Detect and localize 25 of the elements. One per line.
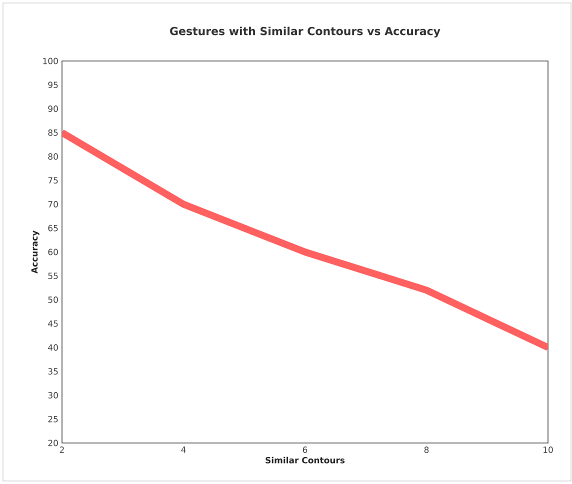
- y-tick-label: 50: [48, 296, 58, 303]
- y-tick-label: 35: [48, 368, 58, 375]
- y-tick-label: 65: [48, 224, 58, 232]
- y-tick-label: 40: [48, 344, 58, 351]
- x-tick-label: 4: [181, 446, 186, 453]
- y-tick-label: 60: [48, 248, 58, 256]
- y-tick-label: 30: [48, 392, 58, 398]
- y-tick-label: 100: [43, 58, 58, 64]
- x-tick-label: 8: [424, 446, 429, 453]
- x-tick-label: 6: [302, 446, 308, 453]
- y-tick-label: 90: [48, 106, 58, 112]
- x-axis-title: Similar Contours: [266, 456, 345, 464]
- y-tick-label: 45: [48, 320, 58, 327]
- chart-title: Gestures with Similar Contours vs Accuracy: [170, 26, 440, 38]
- y-tick-label: 75: [48, 177, 58, 184]
- x-tick-label: 10: [544, 446, 553, 453]
- y-tick-label: 55: [48, 272, 58, 280]
- y-tick-label: 95: [48, 82, 58, 88]
- y-tick-label: 70: [48, 201, 58, 208]
- y-tick-label: 25: [48, 416, 58, 422]
- y-tick-label: 20: [48, 440, 58, 446]
- y-axis-title: Accuracy: [31, 230, 40, 274]
- y-tick-label: 85: [48, 129, 58, 136]
- y-tick-label: 80: [48, 153, 58, 160]
- x-tick-label: 2: [60, 446, 64, 453]
